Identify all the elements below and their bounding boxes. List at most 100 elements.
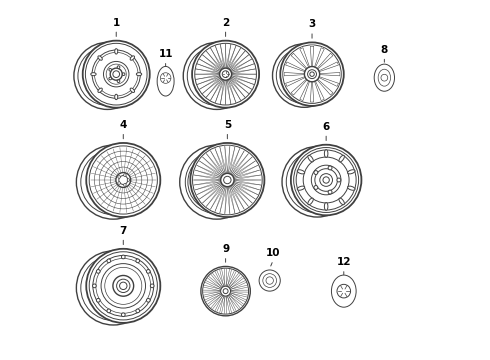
Ellipse shape <box>347 170 355 174</box>
Polygon shape <box>318 62 339 72</box>
Ellipse shape <box>339 155 344 162</box>
Circle shape <box>308 70 317 78</box>
Polygon shape <box>300 80 310 100</box>
Circle shape <box>147 270 150 273</box>
Circle shape <box>311 165 341 195</box>
Circle shape <box>304 67 319 82</box>
Text: 4: 4 <box>120 120 127 130</box>
Circle shape <box>117 279 130 293</box>
Circle shape <box>120 282 127 289</box>
Ellipse shape <box>324 150 328 157</box>
Circle shape <box>118 182 121 184</box>
Ellipse shape <box>98 56 102 60</box>
Ellipse shape <box>347 186 355 190</box>
Text: 9: 9 <box>222 244 229 254</box>
Circle shape <box>220 68 232 80</box>
Ellipse shape <box>130 56 135 60</box>
Ellipse shape <box>331 275 356 307</box>
Circle shape <box>280 42 344 106</box>
Ellipse shape <box>115 49 118 54</box>
Circle shape <box>122 313 125 316</box>
Circle shape <box>113 71 120 77</box>
Text: 1: 1 <box>113 18 120 28</box>
Circle shape <box>78 46 137 105</box>
Circle shape <box>119 176 128 184</box>
Polygon shape <box>286 62 306 72</box>
Circle shape <box>314 171 318 175</box>
Circle shape <box>323 177 329 183</box>
Circle shape <box>107 309 111 313</box>
Circle shape <box>314 185 318 189</box>
Circle shape <box>107 259 111 263</box>
Polygon shape <box>300 48 310 68</box>
Circle shape <box>76 145 150 219</box>
Ellipse shape <box>297 186 305 190</box>
Circle shape <box>337 284 350 298</box>
Polygon shape <box>317 79 333 95</box>
Circle shape <box>222 71 229 77</box>
Circle shape <box>113 275 134 296</box>
Ellipse shape <box>136 73 142 76</box>
Polygon shape <box>284 72 305 76</box>
Polygon shape <box>314 48 324 68</box>
Polygon shape <box>314 80 324 100</box>
Circle shape <box>122 255 125 259</box>
Circle shape <box>188 153 245 211</box>
Text: 5: 5 <box>224 120 231 130</box>
Ellipse shape <box>98 88 102 93</box>
Circle shape <box>74 42 141 109</box>
Circle shape <box>136 309 140 313</box>
Circle shape <box>97 298 100 302</box>
Ellipse shape <box>324 203 328 210</box>
Circle shape <box>81 149 146 215</box>
Circle shape <box>83 41 150 108</box>
Circle shape <box>86 143 160 217</box>
Polygon shape <box>318 76 339 86</box>
Text: 7: 7 <box>120 226 127 236</box>
Ellipse shape <box>308 198 313 205</box>
Circle shape <box>81 255 146 320</box>
Circle shape <box>320 174 333 186</box>
Circle shape <box>272 44 336 107</box>
Circle shape <box>223 176 231 184</box>
Circle shape <box>187 46 246 105</box>
Circle shape <box>192 41 259 108</box>
Polygon shape <box>286 76 306 86</box>
Ellipse shape <box>374 64 394 91</box>
Circle shape <box>220 173 234 187</box>
Text: 12: 12 <box>337 257 351 267</box>
Circle shape <box>220 286 230 296</box>
Circle shape <box>282 147 353 217</box>
Text: 11: 11 <box>158 49 173 59</box>
Circle shape <box>123 184 126 186</box>
Text: 10: 10 <box>266 248 280 258</box>
Circle shape <box>276 48 332 104</box>
Circle shape <box>136 259 140 263</box>
Circle shape <box>93 284 96 288</box>
Polygon shape <box>317 53 333 69</box>
Ellipse shape <box>157 66 174 96</box>
Polygon shape <box>291 53 307 69</box>
Circle shape <box>127 179 130 181</box>
Circle shape <box>259 270 280 291</box>
Circle shape <box>190 143 265 217</box>
Circle shape <box>185 150 248 213</box>
Text: 8: 8 <box>381 45 388 55</box>
Circle shape <box>118 176 121 178</box>
Circle shape <box>122 73 125 76</box>
Circle shape <box>381 74 388 81</box>
Circle shape <box>286 151 348 213</box>
Polygon shape <box>291 79 307 95</box>
Circle shape <box>337 178 341 182</box>
Ellipse shape <box>115 94 118 100</box>
Polygon shape <box>319 72 340 76</box>
Ellipse shape <box>339 198 344 205</box>
Circle shape <box>86 249 160 323</box>
Circle shape <box>109 68 112 71</box>
Ellipse shape <box>130 88 135 93</box>
Circle shape <box>76 251 150 325</box>
Polygon shape <box>310 46 314 67</box>
Circle shape <box>266 277 273 284</box>
Circle shape <box>116 172 131 188</box>
Circle shape <box>201 266 250 316</box>
